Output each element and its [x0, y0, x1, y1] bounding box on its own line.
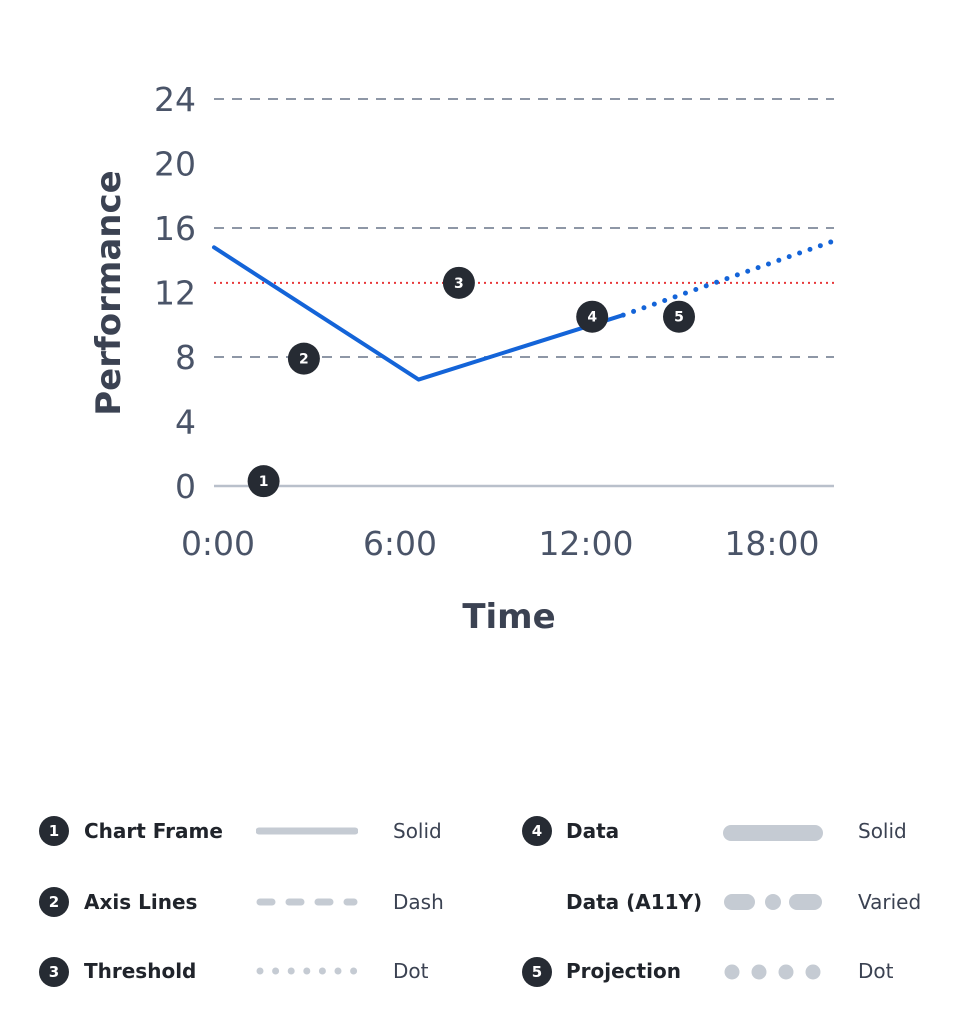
legend-badge-2: 2	[39, 887, 69, 917]
legend-badge-1: 1	[39, 816, 69, 846]
legend-label-axis-lines: Axis Lines	[84, 890, 198, 914]
legend-style-dot: Dot	[393, 959, 429, 983]
marker-badge-4	[576, 300, 609, 333]
y-tick-label: 0	[175, 467, 196, 506]
y-tick-label: 8	[175, 338, 196, 377]
projection-line	[620, 238, 837, 318]
legend-swatch-dot-large	[724, 964, 821, 980]
legend-style-varied: Varied	[858, 890, 922, 914]
marker-label-5: 5	[674, 310, 684, 326]
x-tick-label: 0:00	[181, 524, 255, 563]
legend-label-data-a11y: Data (A11Y)	[566, 890, 703, 914]
legend-badge-5: 5	[522, 957, 552, 987]
data-line	[212, 245, 626, 382]
legend: 1 Chart Frame Solid 2 Axis Lines Dash 3 …	[0, 800, 974, 1034]
legend-label-projection: Projection	[566, 959, 681, 983]
y-tick-label: 4	[175, 403, 196, 442]
x-tick-label: 18:00	[724, 524, 819, 563]
legend-badge-3: 3	[39, 957, 69, 987]
marker-label-4: 4	[587, 310, 597, 326]
legend-swatch-dot-small	[256, 967, 358, 975]
x-tick-label: 6:00	[363, 524, 437, 563]
legend-swatch-varied	[724, 894, 822, 910]
y-tick-label: 24	[154, 80, 196, 119]
y-tick-label: 16	[154, 209, 196, 248]
y-axis-title: Performance	[89, 170, 129, 415]
legend-style-solid: Solid	[393, 819, 442, 843]
legend-swatch-dash	[256, 898, 358, 906]
legend-style-dot-projection: Dot	[858, 959, 894, 983]
legend-label-threshold: Threshold	[84, 959, 197, 983]
legend-label-data: Data	[566, 819, 620, 843]
x-axis-title: Time	[462, 597, 555, 637]
y-tick-label: 12	[154, 274, 196, 313]
legend-style-solid-data: Solid	[858, 819, 907, 843]
marker-label-2: 2	[299, 352, 309, 368]
y-tick-label: 20	[154, 145, 196, 184]
marker-badge-2	[287, 342, 320, 375]
legend-badge-4: 4	[522, 816, 552, 846]
x-tick-label: 12:00	[538, 524, 633, 563]
legend-label-chart-frame: Chart Frame	[84, 819, 223, 843]
legend-style-dash: Dash	[393, 890, 444, 914]
marker-badge-1	[247, 465, 280, 498]
legend-swatch-solid-thin	[256, 827, 358, 835]
marker-badge-5	[663, 300, 695, 333]
marker-label-3: 3	[454, 276, 464, 292]
legend-swatch-solid-thick	[723, 825, 823, 841]
marker-badge-3	[442, 266, 475, 299]
marker-label-1: 1	[259, 474, 269, 490]
